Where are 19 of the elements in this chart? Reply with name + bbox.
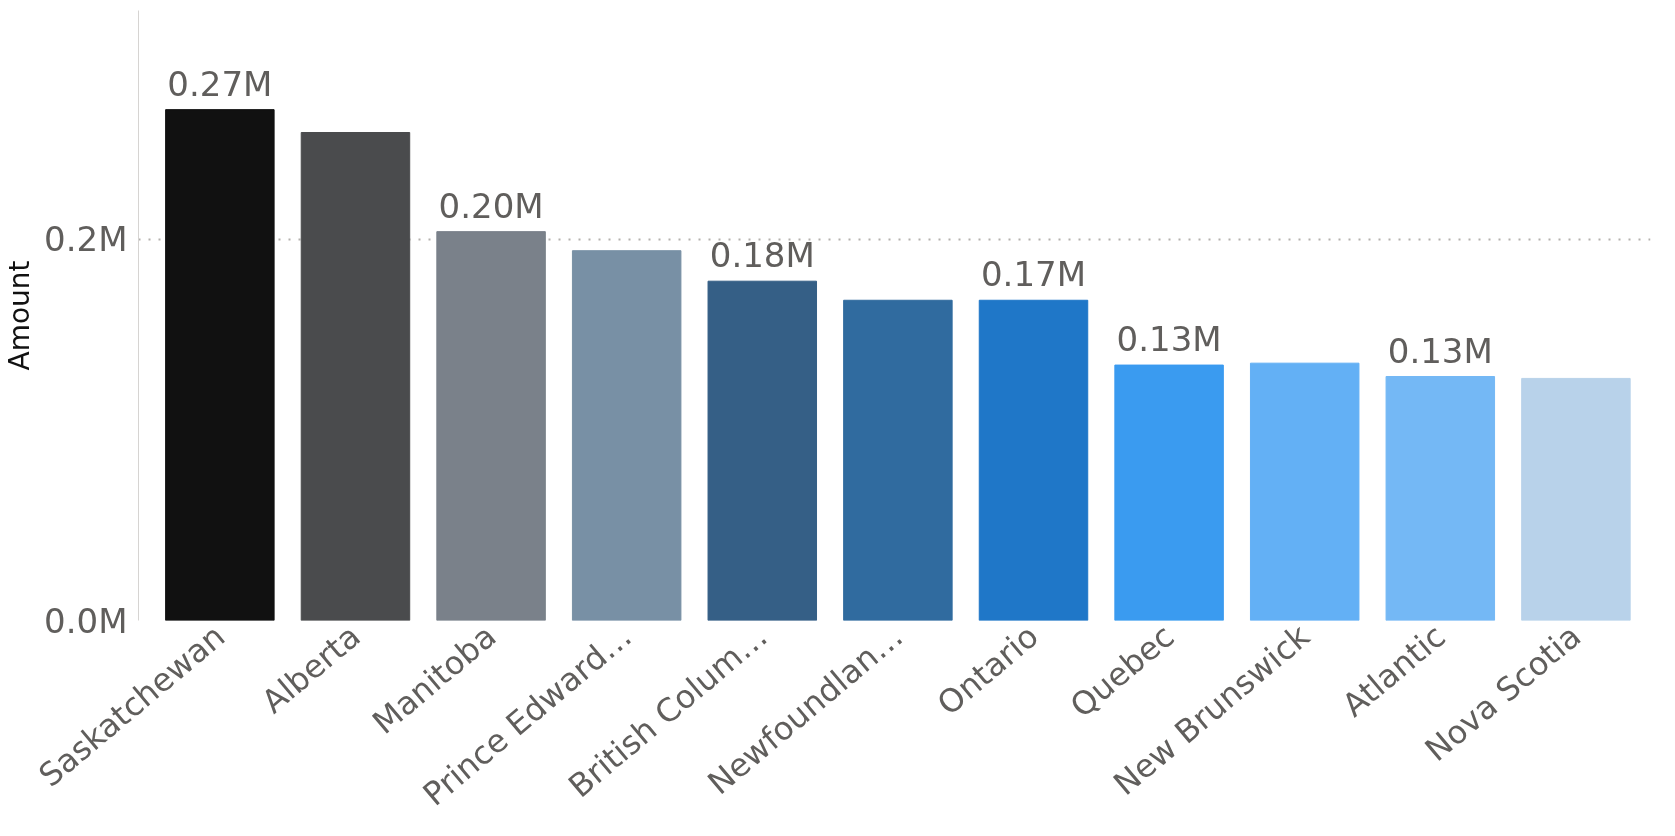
data-label: 0.13M: [1387, 330, 1493, 371]
bar: [300, 132, 411, 621]
data-label: 0.20M: [438, 185, 544, 226]
bar: [436, 231, 546, 621]
bar: [571, 250, 682, 621]
bar: [1249, 362, 1360, 621]
y-tick-label: 0.2M: [44, 219, 128, 260]
bar: [1521, 377, 1631, 621]
data-label: 0.18M: [709, 235, 815, 276]
y-axis-title: Amount: [3, 260, 37, 371]
bar: [978, 299, 1089, 621]
bar: [707, 280, 818, 621]
data-label: 0.17M: [980, 254, 1087, 295]
bar: [1385, 376, 1496, 621]
bar: [1114, 364, 1224, 621]
data-label: 0.27M: [167, 63, 273, 104]
bar: [165, 109, 275, 621]
bar: [843, 299, 953, 621]
data-label: 0.13M: [1116, 319, 1222, 360]
